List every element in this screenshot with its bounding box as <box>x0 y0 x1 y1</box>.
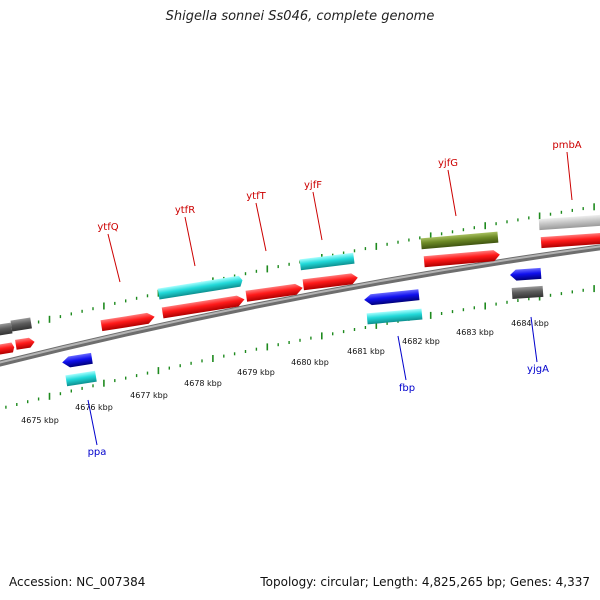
map-title: Shigella sonnei Ss046, complete genome <box>165 9 435 24</box>
gene-label-leaders <box>87 151 573 446</box>
genome-backbone <box>0 244 600 367</box>
position-ticks-top <box>5 203 595 332</box>
gene-feature-yjfG <box>420 231 499 250</box>
gene-feature-yjfF <box>302 273 358 291</box>
gene-label-ppa: ppa <box>88 447 107 458</box>
gene-feature-cyan <box>299 252 355 271</box>
gene-feature-ytfR <box>161 295 245 319</box>
kbp-label: 4680 kbp <box>291 358 329 367</box>
gene-feature <box>0 342 15 356</box>
gene-feature-cyan <box>366 308 423 325</box>
gene-feature-gray <box>511 285 544 300</box>
kbp-label: 4678 kbp <box>184 379 222 388</box>
kbp-label: 4684 kbp <box>511 319 549 328</box>
gene-label-fbp: fbp <box>399 383 415 394</box>
position-ticks-bottom <box>5 285 595 409</box>
gene-feature <box>10 317 32 332</box>
gene-label-ytfQ: ytfQ <box>97 222 118 233</box>
gene-label-yjfF: yjfF <box>304 180 322 191</box>
kbp-label: 4677 kbp <box>130 391 168 400</box>
gene-feature <box>0 322 13 337</box>
gene-feature-yjgA <box>510 267 542 281</box>
gene-label-ytfT: ytfT <box>246 191 266 202</box>
gene-label-yjgA: yjgA <box>527 364 549 375</box>
gene-feature-pmbA <box>538 214 600 231</box>
gene-feature-fbp <box>364 289 420 306</box>
kbp-label: 4676 kbp <box>75 403 113 412</box>
kbp-label: 4675 kbp <box>21 416 59 425</box>
gene-label-pmbA: pmbA <box>552 140 581 151</box>
kbp-label: 4681 kbp <box>347 347 385 356</box>
gene-feature-cyan <box>157 275 243 300</box>
gene-feature-ytfT <box>245 283 303 302</box>
gene-feature <box>15 337 35 350</box>
accession-text: Accession: NC_007384 <box>9 575 146 589</box>
gene-label-ytfR: ytfR <box>175 205 195 216</box>
kbp-label: 4679 kbp <box>237 368 275 377</box>
gene-feature-ppa <box>62 352 93 368</box>
gene-feature-red <box>540 232 600 249</box>
gene-label-yjfG: yjfG <box>438 158 458 169</box>
kbp-labels: 4675 kbp 4676 kbp 4677 kbp 4678 kbp 4679 kbp… <box>21 319 549 425</box>
genome-summary-text: Topology: circular; Length: 4,825,265 bp… <box>260 575 590 589</box>
kbp-label: 4683 kbp <box>456 328 494 337</box>
gene-feature-red <box>423 250 500 268</box>
kbp-label: 4682 kbp <box>402 337 440 346</box>
gene-features <box>0 214 600 387</box>
gene-feature-ytfQ <box>100 312 155 332</box>
gene-feature-cyan <box>65 370 97 387</box>
